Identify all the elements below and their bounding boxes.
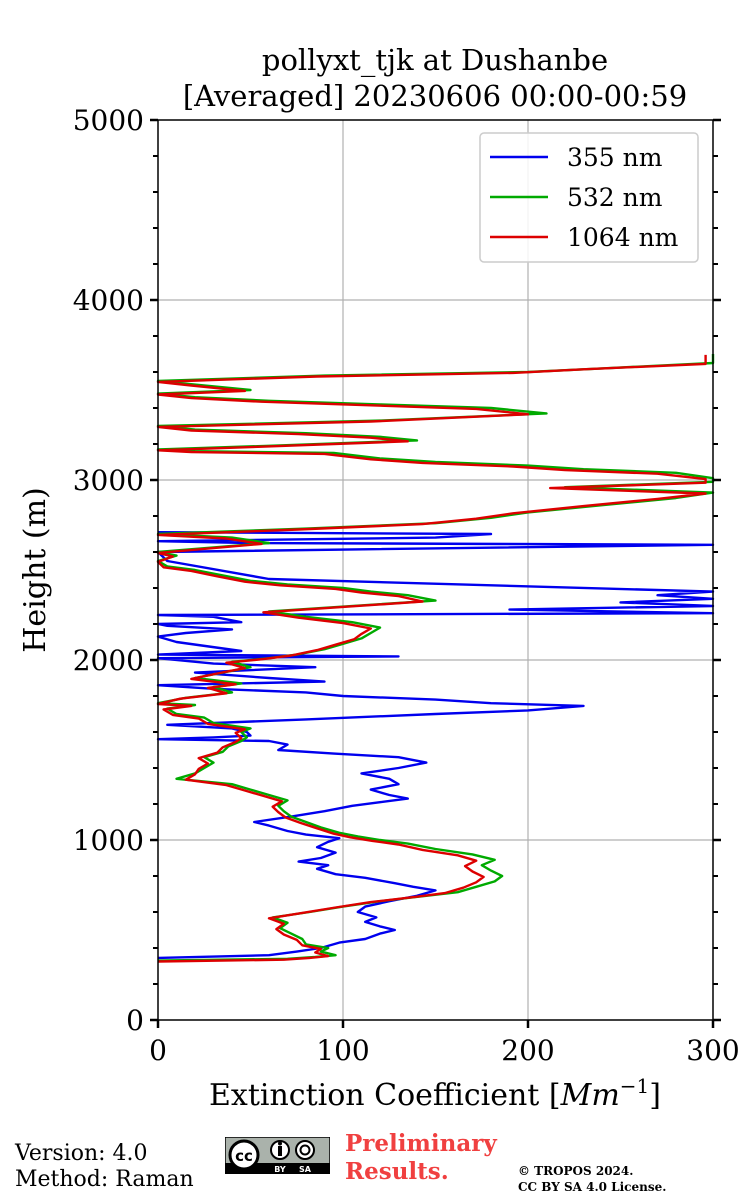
x-tick-label: 100 bbox=[316, 1034, 369, 1067]
preliminary-notice: Preliminary Results. bbox=[345, 1130, 497, 1186]
legend-box bbox=[479, 132, 699, 263]
x-tick-label: 0 bbox=[149, 1034, 167, 1067]
x-axis-label-unit: Mm bbox=[560, 1078, 620, 1113]
y-tick-label: 2000 bbox=[73, 644, 144, 677]
y-tick-label: 3000 bbox=[73, 464, 144, 497]
y-tick-label: 4000 bbox=[73, 284, 144, 317]
x-tick-label: 300 bbox=[686, 1034, 739, 1067]
legend-label: 1064 nm bbox=[567, 223, 679, 252]
plot-frame bbox=[157, 119, 714, 1021]
profile-chart: pollyxt_tjk at Dushanbe [Averaged] 20230… bbox=[18, 43, 740, 1113]
x-axis-label-exp: −1 bbox=[620, 1074, 649, 1098]
y-tick-label: 1000 bbox=[73, 824, 144, 857]
x-axis-label: Extinction Coefficient [Mm−1] bbox=[209, 1074, 661, 1113]
svg-text:cc: cc bbox=[235, 1147, 253, 1165]
chart-title: pollyxt_tjk at Dushanbe bbox=[262, 43, 608, 78]
copyright-line-2: CC BY SA 4.0 License. bbox=[518, 1180, 667, 1194]
copyright-notice: © TROPOS 2024. CC BY SA 4.0 License. bbox=[518, 1163, 666, 1195]
y-axis-label: Height (m) bbox=[18, 487, 53, 652]
x-axis-label-close: ] bbox=[649, 1078, 661, 1113]
copyright-line-1: © TROPOS 2024. bbox=[518, 1164, 634, 1178]
y-tick-label: 5000 bbox=[73, 104, 144, 137]
chart-subtitle: [Averaged] 20230606 00:00-00:59 bbox=[183, 79, 687, 113]
preliminary-line-1: Preliminary bbox=[345, 1130, 497, 1157]
svg-text:SA: SA bbox=[299, 1165, 312, 1174]
cc-by-sa-icon: cc BY SA bbox=[225, 1137, 330, 1174]
legend: 355 nm 532 nm 1064 nm bbox=[479, 132, 699, 263]
series-line-1064-nm bbox=[156, 354, 707, 963]
x-tick-label: 200 bbox=[501, 1034, 554, 1067]
version-text: Version: 4.0 bbox=[15, 1141, 148, 1166]
y-tick-label: 0 bbox=[126, 1004, 144, 1037]
legend-label: 532 nm bbox=[567, 183, 663, 212]
svg-text:BY: BY bbox=[274, 1165, 286, 1174]
x-axis-label-main: Extinction Coefficient [ bbox=[209, 1078, 561, 1113]
series-lines bbox=[156, 354, 715, 963]
preliminary-line-2: Results. bbox=[345, 1158, 449, 1185]
legend-label: 355 nm bbox=[567, 143, 663, 172]
axis-ticks: 0 1000 2000 3000 4000 5000 0 100 200 300 bbox=[73, 104, 740, 1067]
method-text: Method: Raman bbox=[15, 1167, 194, 1192]
